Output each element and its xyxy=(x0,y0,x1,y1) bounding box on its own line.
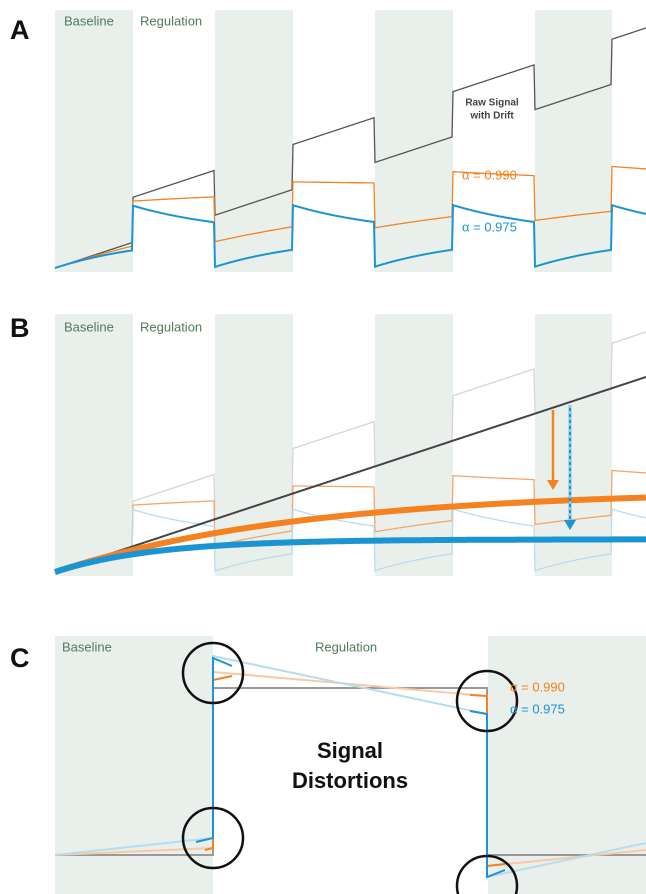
panel-a: A Baseline Regulation Raw Signal with Dr… xyxy=(10,10,646,272)
shade xyxy=(535,10,612,272)
shade xyxy=(215,314,293,576)
panel-label: A xyxy=(10,15,30,45)
filtered-low xyxy=(54,203,646,269)
panel-b: B Baseline Regulation xyxy=(10,313,646,576)
callout: Signal xyxy=(317,738,383,763)
alpha-label: α = 0.990 xyxy=(462,167,517,182)
filtered-high xyxy=(54,165,646,269)
drift xyxy=(54,376,646,573)
highlight-circle xyxy=(181,806,245,870)
alpha-label: α = 0.990 xyxy=(510,679,565,694)
regulation-label: Regulation xyxy=(140,319,202,334)
filtered-low-faded xyxy=(54,508,646,573)
baseline-label: Baseline xyxy=(64,13,114,28)
callout: Distortions xyxy=(292,768,408,793)
highlight-circle xyxy=(181,641,245,705)
shade xyxy=(535,314,612,576)
shade xyxy=(488,636,646,894)
raw-label: Raw Signal xyxy=(465,98,519,109)
arrow-head xyxy=(564,520,576,530)
arrow-head xyxy=(547,480,559,490)
baseline-label: Baseline xyxy=(62,639,112,654)
blue-detail xyxy=(469,710,506,879)
highlight-circle xyxy=(455,854,519,894)
drift-removed-low xyxy=(54,536,646,575)
drift-removed-high xyxy=(54,494,646,575)
baseline-label: Baseline xyxy=(64,319,114,334)
shade xyxy=(215,10,293,272)
panel-label: C xyxy=(10,643,30,673)
blue-detail xyxy=(195,656,233,843)
panel-label: B xyxy=(10,313,30,343)
panel-c: C Baseline Regulation α = 0.990 α = 0.97… xyxy=(10,636,646,894)
raw-signal xyxy=(54,27,646,269)
highlight-circle xyxy=(455,669,519,733)
regulation-label: Regulation xyxy=(315,639,377,654)
raw-label: with Drift xyxy=(469,111,514,122)
regulation-label: Regulation xyxy=(140,13,202,28)
shade xyxy=(55,314,133,576)
shade xyxy=(55,10,133,272)
filtered-high-faded xyxy=(54,469,646,573)
alpha-label: α = 0.975 xyxy=(462,219,517,234)
raw-step xyxy=(55,687,646,856)
alpha-label: α = 0.975 xyxy=(510,701,565,716)
